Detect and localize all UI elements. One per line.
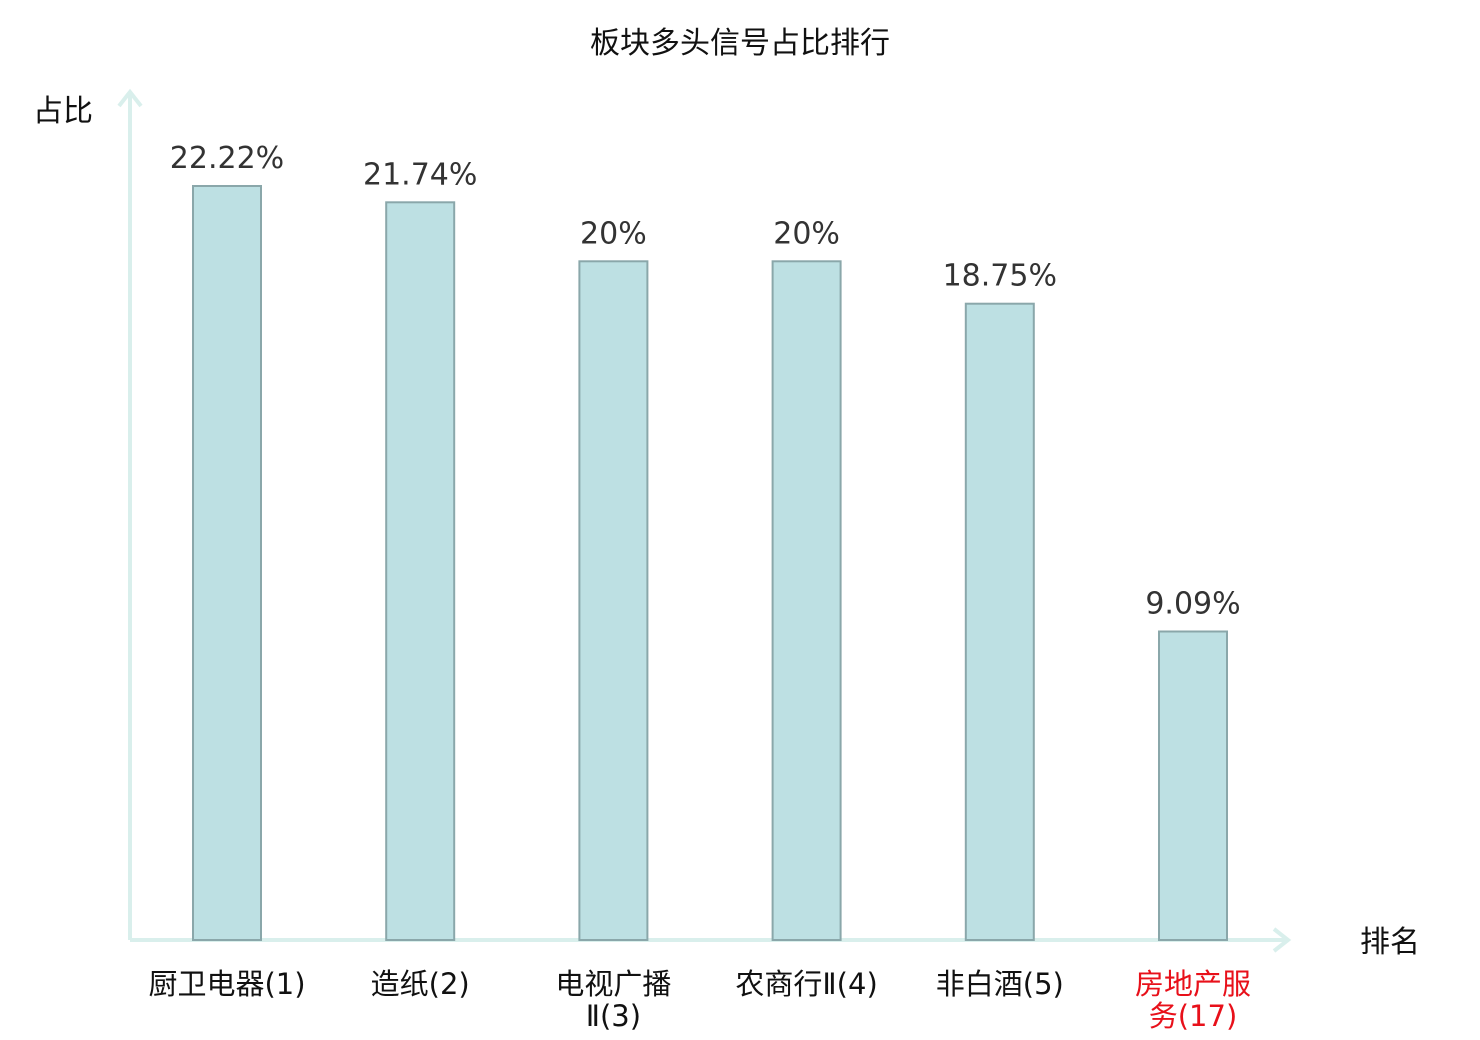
x-tick-label-6-line-1: 房地产服 [1135,967,1251,1001]
x-tick-label-3-line-1: 电视广播 [555,967,671,1001]
x-tick-label-5: 非白酒(5) [936,967,1064,1001]
x-tick-label-6-line-2: 务(17) [1149,999,1238,1033]
value-label-4: 20% [773,216,840,251]
value-labels-group: 22.22% 21.74% 20% 20% 18.75% 9.09% [170,141,1241,622]
bars-group [192,185,1228,942]
chart-title: 板块多头信号占比排行 [590,26,890,61]
x-axis-label: 排名 [1360,925,1420,960]
value-label-1: 22.22% [170,141,284,176]
y-axis [117,88,143,940]
x-tick-label-3-line-2: Ⅱ(3) [586,999,641,1033]
value-label-3: 20% [580,216,647,251]
bar-6 [1158,630,1228,941]
value-label-2: 21.74% [363,157,477,192]
bar-5 [964,302,1035,941]
x-axis [130,927,1292,953]
x-tick-label-2: 造纸(2) [371,967,470,1001]
value-label-5: 18.75% [943,259,1057,294]
bar-3 [578,260,649,941]
x-tick-label-1: 厨卫电器(1) [148,967,305,1001]
bar-1 [192,185,262,941]
x-tick-label-4: 农商行Ⅱ(4) [735,967,877,1001]
value-label-6: 9.09% [1145,587,1240,622]
bar-4 [771,260,842,941]
bar-2 [385,201,456,942]
y-axis-label: 占比 [33,94,93,129]
